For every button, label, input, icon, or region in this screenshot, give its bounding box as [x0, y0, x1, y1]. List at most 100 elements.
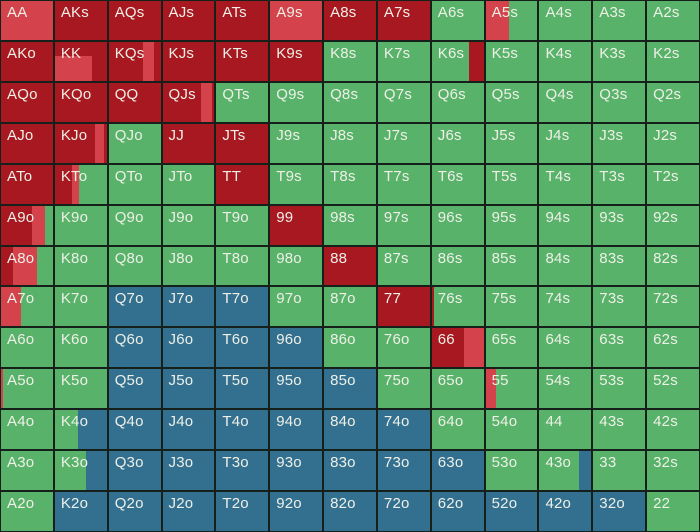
range-cell-AJs[interactable]: AJs	[162, 1, 215, 40]
range-cell-63s[interactable]: 63s	[593, 328, 646, 368]
range-cell-74o[interactable]: 74o	[377, 410, 430, 450]
range-cell-98o[interactable]: 98o	[270, 246, 323, 286]
range-cell-J3o[interactable]: J3o	[162, 451, 215, 491]
range-cell-94o[interactable]: 94o	[270, 410, 323, 450]
range-cell-85o[interactable]: 85o	[324, 369, 376, 409]
range-cell-75o[interactable]: 75o	[377, 369, 430, 409]
range-cell-88[interactable]: 88	[324, 246, 376, 286]
range-cell-ATo[interactable]: ATo	[1, 164, 53, 204]
range-cell-83o[interactable]: 83o	[324, 451, 376, 491]
range-cell-J7s[interactable]: J7s	[377, 123, 430, 163]
range-cell-A4s[interactable]: A4s	[539, 1, 592, 40]
range-cell-T2o[interactable]: T2o	[216, 492, 269, 531]
range-cell-K3o[interactable]: K3o	[54, 451, 107, 491]
range-cell-83s[interactable]: 83s	[593, 246, 646, 286]
range-cell-84s[interactable]: 84s	[539, 246, 592, 286]
range-cell-Q8s[interactable]: Q8s	[324, 82, 376, 122]
range-cell-AJo[interactable]: AJo	[1, 123, 53, 163]
range-cell-93s[interactable]: 93s	[593, 205, 646, 245]
range-cell-T5s[interactable]: T5s	[485, 164, 538, 204]
range-cell-JTs[interactable]: JTs	[216, 123, 269, 163]
range-cell-T9s[interactable]: T9s	[270, 164, 323, 204]
range-cell-Q2o[interactable]: Q2o	[108, 492, 161, 531]
range-cell-93o[interactable]: 93o	[270, 451, 323, 491]
range-cell-KJo[interactable]: KJo	[54, 123, 107, 163]
range-cell-A9o[interactable]: A9o	[1, 205, 53, 245]
range-cell-Q5o[interactable]: Q5o	[108, 369, 161, 409]
range-cell-J9o[interactable]: J9o	[162, 205, 215, 245]
range-cell-K8o[interactable]: K8o	[54, 246, 107, 286]
range-cell-Q3s[interactable]: Q3s	[593, 82, 646, 122]
range-cell-J4o[interactable]: J4o	[162, 410, 215, 450]
range-cell-64o[interactable]: 64o	[431, 410, 484, 450]
range-cell-74s[interactable]: 74s	[539, 287, 592, 327]
range-cell-K4o[interactable]: K4o	[54, 410, 107, 450]
range-cell-62s[interactable]: 62s	[647, 328, 699, 368]
range-cell-AKs[interactable]: AKs	[54, 1, 107, 40]
range-cell-Q7o[interactable]: Q7o	[108, 287, 161, 327]
range-cell-K7o[interactable]: K7o	[54, 287, 107, 327]
range-cell-72s[interactable]: 72s	[647, 287, 699, 327]
range-cell-Q7s[interactable]: Q7s	[377, 82, 430, 122]
range-cell-96s[interactable]: 96s	[431, 205, 484, 245]
range-cell-A2s[interactable]: A2s	[647, 1, 699, 40]
range-cell-Q9s[interactable]: Q9s	[270, 82, 323, 122]
range-cell-22[interactable]: 22	[647, 492, 699, 531]
range-cell-K2o[interactable]: K2o	[54, 492, 107, 531]
range-cell-T6o[interactable]: T6o	[216, 328, 269, 368]
range-cell-A6o[interactable]: A6o	[1, 328, 53, 368]
range-cell-95s[interactable]: 95s	[485, 205, 538, 245]
range-cell-J3s[interactable]: J3s	[593, 123, 646, 163]
range-cell-A8s[interactable]: A8s	[324, 1, 376, 40]
range-cell-42o[interactable]: 42o	[539, 492, 592, 531]
range-cell-87s[interactable]: 87s	[377, 246, 430, 286]
range-cell-ATs[interactable]: ATs	[216, 1, 269, 40]
range-cell-T2s[interactable]: T2s	[647, 164, 699, 204]
range-cell-97o[interactable]: 97o	[270, 287, 323, 327]
range-cell-J8s[interactable]: J8s	[324, 123, 376, 163]
range-cell-J5s[interactable]: J5s	[485, 123, 538, 163]
range-cell-92s[interactable]: 92s	[647, 205, 699, 245]
range-cell-77[interactable]: 77	[377, 287, 430, 327]
range-cell-65s[interactable]: 65s	[485, 328, 538, 368]
range-cell-52s[interactable]: 52s	[647, 369, 699, 409]
range-cell-99[interactable]: 99	[270, 205, 323, 245]
range-cell-73o[interactable]: 73o	[377, 451, 430, 491]
range-cell-QQ[interactable]: QQ	[108, 82, 161, 122]
range-cell-52o[interactable]: 52o	[485, 492, 538, 531]
range-cell-J4s[interactable]: J4s	[539, 123, 592, 163]
range-cell-97s[interactable]: 97s	[377, 205, 430, 245]
range-cell-Q9o[interactable]: Q9o	[108, 205, 161, 245]
range-cell-Q8o[interactable]: Q8o	[108, 246, 161, 286]
range-cell-J9s[interactable]: J9s	[270, 123, 323, 163]
range-cell-95o[interactable]: 95o	[270, 369, 323, 409]
range-cell-Q6o[interactable]: Q6o	[108, 328, 161, 368]
range-cell-43s[interactable]: 43s	[593, 410, 646, 450]
range-cell-T8s[interactable]: T8s	[324, 164, 376, 204]
range-cell-J8o[interactable]: J8o	[162, 246, 215, 286]
range-cell-A5s[interactable]: A5s	[485, 1, 538, 40]
range-cell-TT[interactable]: TT	[216, 164, 269, 204]
range-cell-J5o[interactable]: J5o	[162, 369, 215, 409]
range-cell-T9o[interactable]: T9o	[216, 205, 269, 245]
range-cell-54s[interactable]: 54s	[539, 369, 592, 409]
range-cell-KQo[interactable]: KQo	[54, 82, 107, 122]
range-cell-T4s[interactable]: T4s	[539, 164, 592, 204]
range-cell-82s[interactable]: 82s	[647, 246, 699, 286]
range-cell-KTs[interactable]: KTs	[216, 41, 269, 81]
range-cell-33[interactable]: 33	[593, 451, 646, 491]
range-cell-K9o[interactable]: K9o	[54, 205, 107, 245]
range-cell-AA[interactable]: AA	[1, 1, 53, 40]
range-cell-T7s[interactable]: T7s	[377, 164, 430, 204]
range-cell-64s[interactable]: 64s	[539, 328, 592, 368]
range-cell-A3s[interactable]: A3s	[593, 1, 646, 40]
range-cell-42s[interactable]: 42s	[647, 410, 699, 450]
range-cell-JTo[interactable]: JTo	[162, 164, 215, 204]
range-cell-QJs[interactable]: QJs	[162, 82, 215, 122]
range-cell-62o[interactable]: 62o	[431, 492, 484, 531]
range-cell-Q2s[interactable]: Q2s	[647, 82, 699, 122]
range-cell-T6s[interactable]: T6s	[431, 164, 484, 204]
range-cell-J2o[interactable]: J2o	[162, 492, 215, 531]
range-cell-92o[interactable]: 92o	[270, 492, 323, 531]
range-cell-K2s[interactable]: K2s	[647, 41, 699, 81]
